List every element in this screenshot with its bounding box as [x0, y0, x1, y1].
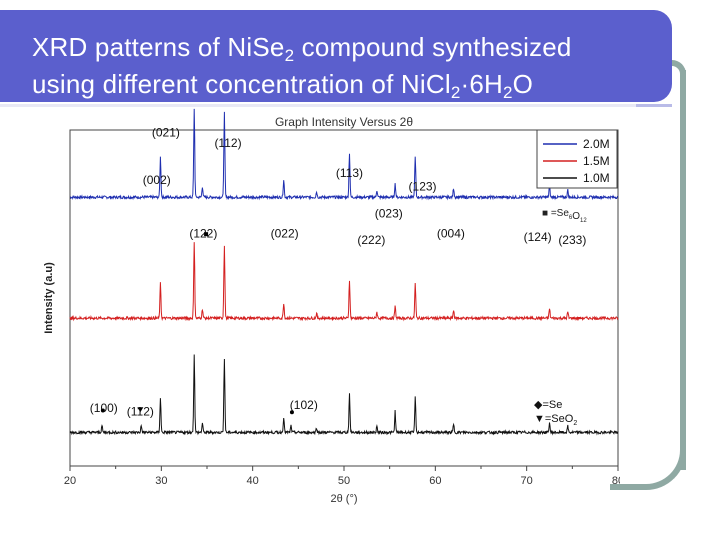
title-text: ·6H — [460, 69, 503, 99]
title-text: using different concentration of NiCl — [32, 69, 451, 99]
peak-label: (233) — [558, 233, 586, 247]
legend-label: 1.5M — [583, 154, 610, 168]
x-tick-label: 60 — [429, 475, 441, 487]
x-tick-label: 40 — [247, 475, 259, 487]
x-tick-label: 80 — [612, 475, 620, 487]
x-tick-label: 50 — [338, 475, 350, 487]
peak-label: (222) — [357, 233, 385, 247]
y-axis-label: Intensity (a.u) — [43, 262, 55, 334]
title-subscript: 2 — [450, 83, 461, 102]
symbol-legend-se6o12: ■ =Se6O12 — [542, 208, 587, 224]
peak-label: (122) — [189, 227, 217, 241]
seo2-marker — [137, 407, 144, 413]
title-underline-accent — [636, 104, 672, 107]
peak-label: (112) — [214, 136, 241, 150]
series-line-2.0M — [69, 108, 619, 201]
x-tick-label: 70 — [521, 475, 533, 487]
series-line-1.5M — [69, 242, 619, 322]
slide-title-line-1: XRD patterns of NiSe2 compound synthesiz… — [32, 32, 572, 66]
peak-label: (002) — [143, 173, 171, 187]
x-tick-label: 20 — [64, 475, 76, 487]
peak-label: (022) — [271, 227, 299, 241]
peak-label: (100) — [90, 401, 118, 415]
title-underline — [0, 104, 636, 107]
symbol-legend-se: ◆=Se — [534, 399, 562, 411]
title-subscript: 2 — [284, 46, 295, 65]
peak-label: (023) — [375, 206, 403, 220]
title-text: compound synthesized — [294, 32, 572, 62]
peak-label: (123) — [409, 179, 437, 193]
se-marker — [289, 410, 294, 415]
peak-label: (021) — [152, 126, 180, 140]
slide-title-banner: XRD patterns of NiSe2 compound synthesiz… — [0, 10, 672, 102]
x-axis-label: 2θ (°) — [330, 493, 357, 505]
title-text: O — [512, 69, 534, 99]
chart-title: Graph Intensity Versus 2θ — [275, 115, 413, 129]
legend-label: 1.0M — [583, 171, 610, 185]
slide-title-line-2: using different concentration of NiCl2·6… — [32, 69, 533, 103]
slide-frame-bottom-corner — [610, 410, 686, 490]
slide-frame-right — [680, 70, 686, 470]
symbol-legend-seo2: ▼=SeO2 — [534, 413, 577, 427]
peak-label: (004) — [437, 227, 465, 241]
title-text: XRD patterns of NiSe — [32, 32, 285, 62]
series-line-1.0M — [69, 354, 619, 436]
peak-label: (102) — [290, 398, 318, 412]
x-tick-label: 30 — [155, 475, 167, 487]
xrd-chart: Graph Intensity Versus 2θ 20 30 40 50 60 70 80 2… — [43, 108, 620, 505]
legend-label: 2.0M — [583, 137, 610, 151]
se-marker — [100, 408, 105, 413]
title-subscript: 2 — [502, 83, 513, 102]
se6o12-marker — [204, 232, 209, 237]
peak-label: (113) — [336, 166, 363, 180]
peak-label: (124) — [524, 230, 552, 244]
